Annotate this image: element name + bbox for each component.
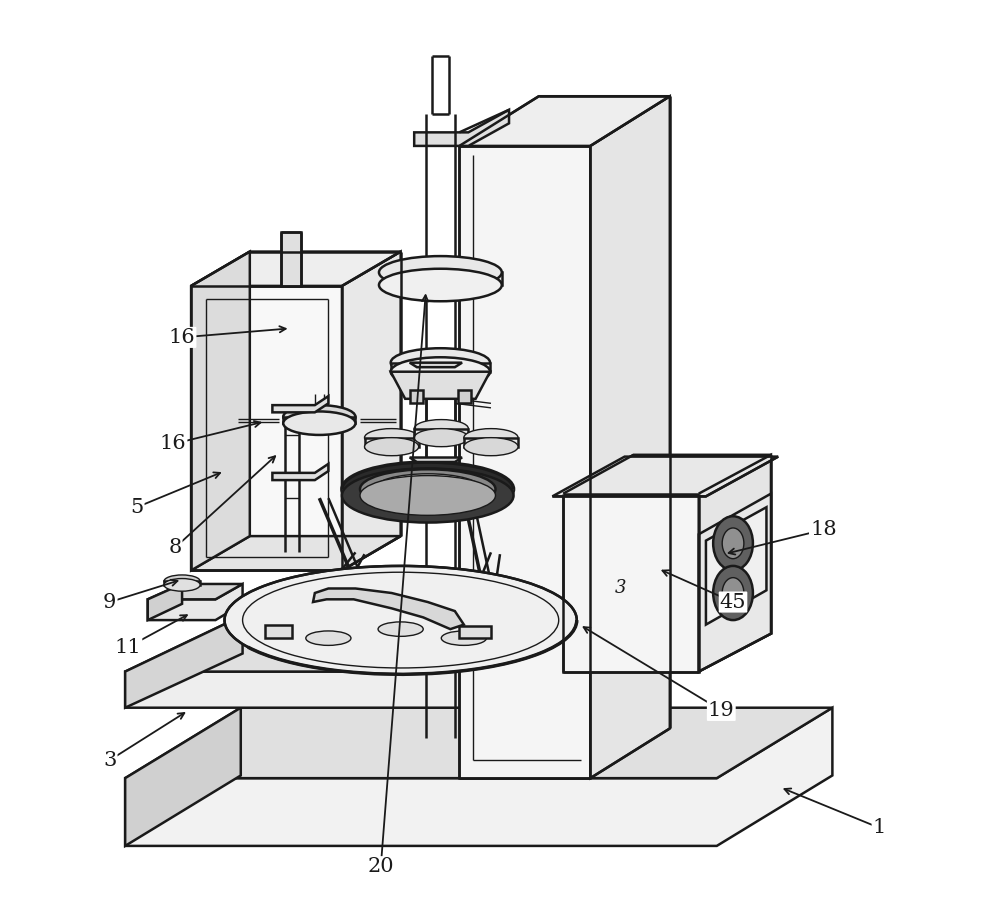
Polygon shape	[148, 584, 243, 600]
Polygon shape	[458, 390, 471, 403]
Polygon shape	[459, 96, 670, 146]
Polygon shape	[191, 536, 401, 571]
Ellipse shape	[360, 469, 495, 509]
Ellipse shape	[713, 516, 753, 571]
Polygon shape	[191, 286, 342, 571]
Ellipse shape	[722, 578, 744, 608]
Polygon shape	[191, 252, 401, 286]
Polygon shape	[125, 708, 832, 778]
Text: 5: 5	[130, 497, 144, 516]
Text: 1: 1	[873, 818, 886, 837]
Ellipse shape	[283, 411, 355, 435]
Polygon shape	[459, 146, 590, 778]
Polygon shape	[125, 708, 832, 846]
Text: 9: 9	[103, 593, 116, 612]
Polygon shape	[410, 458, 462, 462]
Ellipse shape	[379, 256, 502, 289]
Polygon shape	[125, 615, 243, 708]
Ellipse shape	[391, 348, 490, 377]
Text: 8: 8	[168, 538, 181, 557]
Polygon shape	[464, 438, 518, 447]
Ellipse shape	[360, 476, 495, 516]
Polygon shape	[125, 708, 241, 846]
Ellipse shape	[414, 429, 468, 447]
Ellipse shape	[164, 575, 200, 588]
Polygon shape	[590, 96, 670, 778]
Ellipse shape	[713, 566, 753, 620]
Polygon shape	[459, 626, 491, 638]
Ellipse shape	[365, 438, 419, 456]
Text: 16: 16	[169, 328, 195, 347]
Polygon shape	[125, 615, 663, 671]
Ellipse shape	[379, 269, 502, 302]
Polygon shape	[563, 455, 771, 494]
Polygon shape	[313, 589, 464, 629]
Polygon shape	[410, 390, 423, 403]
Ellipse shape	[722, 528, 744, 559]
Ellipse shape	[342, 462, 514, 516]
Polygon shape	[148, 584, 182, 620]
Polygon shape	[563, 494, 699, 671]
Text: 18: 18	[810, 520, 837, 539]
Polygon shape	[414, 110, 509, 146]
Polygon shape	[699, 494, 771, 671]
Ellipse shape	[391, 357, 490, 386]
Text: 19: 19	[708, 701, 735, 720]
Polygon shape	[365, 438, 419, 447]
Text: 3: 3	[614, 580, 626, 597]
Ellipse shape	[306, 631, 351, 645]
Ellipse shape	[378, 622, 423, 636]
Polygon shape	[342, 252, 401, 571]
Text: 20: 20	[367, 857, 394, 876]
Text: 3: 3	[103, 750, 116, 769]
Polygon shape	[379, 273, 502, 285]
Polygon shape	[391, 371, 490, 399]
Polygon shape	[391, 362, 490, 371]
Ellipse shape	[164, 579, 200, 592]
Ellipse shape	[441, 631, 486, 645]
Polygon shape	[706, 507, 766, 624]
Polygon shape	[272, 464, 328, 480]
Polygon shape	[148, 584, 243, 620]
Polygon shape	[342, 489, 514, 496]
Polygon shape	[164, 582, 200, 585]
Polygon shape	[272, 396, 328, 412]
Text: 45: 45	[720, 593, 746, 612]
Polygon shape	[265, 624, 292, 638]
Polygon shape	[281, 232, 301, 286]
Polygon shape	[191, 252, 250, 571]
Ellipse shape	[464, 438, 518, 456]
Text: 16: 16	[160, 435, 186, 454]
Ellipse shape	[374, 474, 482, 505]
Ellipse shape	[365, 429, 419, 447]
Ellipse shape	[342, 468, 514, 523]
Ellipse shape	[225, 566, 577, 674]
Polygon shape	[283, 417, 355, 423]
Polygon shape	[699, 455, 771, 671]
Text: 11: 11	[114, 638, 141, 657]
Polygon shape	[552, 457, 778, 496]
Ellipse shape	[414, 419, 468, 438]
Ellipse shape	[464, 429, 518, 447]
Polygon shape	[414, 429, 468, 438]
Polygon shape	[125, 615, 663, 708]
Polygon shape	[410, 362, 462, 367]
Ellipse shape	[283, 405, 355, 429]
